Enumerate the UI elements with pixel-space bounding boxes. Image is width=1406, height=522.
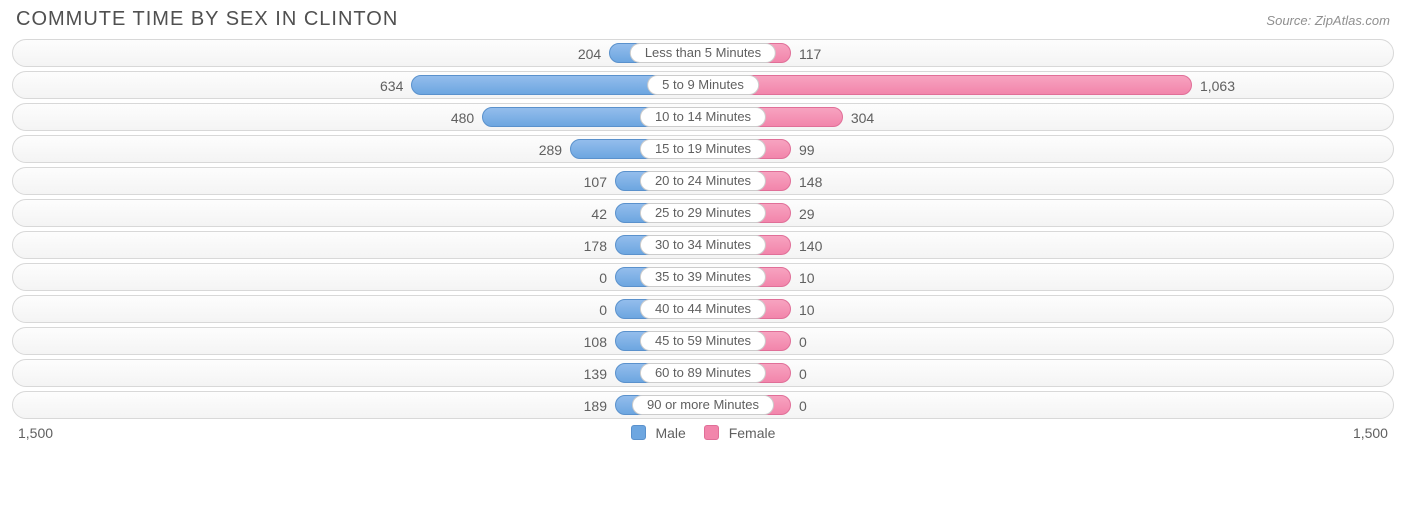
male-value: 0 bbox=[599, 264, 607, 292]
female-bar bbox=[703, 75, 1192, 95]
chart-row: 634 1,063 5 to 9 Minutes bbox=[12, 71, 1394, 99]
chart-row: 204 117 Less than 5 Minutes bbox=[12, 39, 1394, 67]
male-value: 108 bbox=[584, 328, 607, 356]
female-value: 29 bbox=[799, 200, 815, 228]
legend-male: Male bbox=[631, 425, 686, 441]
female-swatch-icon bbox=[704, 425, 719, 440]
chart-row: 108 0 45 to 59 Minutes bbox=[12, 327, 1394, 355]
male-value: 107 bbox=[584, 168, 607, 196]
chart-row: 42 29 25 to 29 Minutes bbox=[12, 199, 1394, 227]
category-pill: 20 to 24 Minutes bbox=[640, 171, 766, 191]
category-pill: 40 to 44 Minutes bbox=[640, 299, 766, 319]
male-value: 480 bbox=[451, 104, 474, 132]
legend: Male Female bbox=[631, 425, 776, 441]
male-value: 289 bbox=[539, 136, 562, 164]
male-value: 178 bbox=[584, 232, 607, 260]
female-value: 0 bbox=[799, 392, 807, 420]
chart-title: COMMUTE TIME BY SEX IN CLINTON bbox=[16, 8, 398, 31]
category-pill: 45 to 59 Minutes bbox=[640, 331, 766, 351]
category-pill: 5 to 9 Minutes bbox=[647, 75, 759, 95]
chart-row: 107 148 20 to 24 Minutes bbox=[12, 167, 1394, 195]
female-value: 1,063 bbox=[1200, 72, 1235, 100]
source-label: Source: bbox=[1266, 13, 1311, 28]
male-value: 42 bbox=[591, 200, 607, 228]
male-value: 189 bbox=[584, 392, 607, 420]
axis-max-left: 1,500 bbox=[18, 425, 53, 441]
male-value: 634 bbox=[380, 72, 403, 100]
female-value: 140 bbox=[799, 232, 822, 260]
chart-footer: 1,500 Male Female 1,500 bbox=[12, 419, 1394, 441]
chart-header: COMMUTE TIME BY SEX IN CLINTON Source: Z… bbox=[12, 8, 1394, 39]
chart-row: 178 140 30 to 34 Minutes bbox=[12, 231, 1394, 259]
legend-female-label: Female bbox=[729, 425, 776, 441]
chart-rows: 204 117 Less than 5 Minutes 634 1,063 5 to 9 … bbox=[12, 39, 1394, 419]
chart-row: 289 99 15 to 19 Minutes bbox=[12, 135, 1394, 163]
female-value: 304 bbox=[851, 104, 874, 132]
chart-row: 139 0 60 to 89 Minutes bbox=[12, 359, 1394, 387]
female-value: 10 bbox=[799, 264, 815, 292]
chart-row: 480 304 10 to 14 Minutes bbox=[12, 103, 1394, 131]
chart-row: 0 10 40 to 44 Minutes bbox=[12, 295, 1394, 323]
male-value: 0 bbox=[599, 296, 607, 324]
male-value: 139 bbox=[584, 360, 607, 388]
legend-male-label: Male bbox=[655, 425, 685, 441]
category-pill: 10 to 14 Minutes bbox=[640, 107, 766, 127]
category-pill: 25 to 29 Minutes bbox=[640, 203, 766, 223]
legend-female: Female bbox=[704, 425, 776, 441]
male-swatch-icon bbox=[631, 425, 646, 440]
female-value: 10 bbox=[799, 296, 815, 324]
chart-row: 189 0 90 or more Minutes bbox=[12, 391, 1394, 419]
chart-source: Source: ZipAtlas.com bbox=[1266, 13, 1390, 28]
female-value: 117 bbox=[799, 40, 821, 68]
female-value: 148 bbox=[799, 168, 822, 196]
female-value: 0 bbox=[799, 328, 807, 356]
male-value: 204 bbox=[578, 40, 601, 68]
category-pill: Less than 5 Minutes bbox=[630, 43, 776, 63]
source-value: ZipAtlas.com bbox=[1315, 13, 1390, 28]
category-pill: 90 or more Minutes bbox=[632, 395, 774, 415]
category-pill: 60 to 89 Minutes bbox=[640, 363, 766, 383]
category-pill: 35 to 39 Minutes bbox=[640, 267, 766, 287]
female-value: 0 bbox=[799, 360, 807, 388]
female-value: 99 bbox=[799, 136, 815, 164]
axis-max-right: 1,500 bbox=[1353, 425, 1388, 441]
category-pill: 30 to 34 Minutes bbox=[640, 235, 766, 255]
category-pill: 15 to 19 Minutes bbox=[640, 139, 766, 159]
chart-row: 0 10 35 to 39 Minutes bbox=[12, 263, 1394, 291]
